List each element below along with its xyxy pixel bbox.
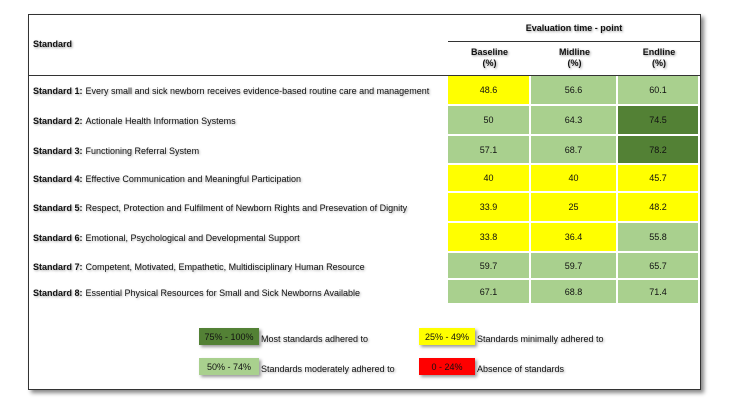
- legend-swatch: 75% - 100%: [199, 328, 259, 345]
- standard-label: Standard 1: Every small and sick newborn …: [33, 76, 429, 106]
- value-cell: 33.8: [448, 223, 531, 253]
- value-cell: 33.9: [448, 193, 531, 223]
- standard-id: Standard 3:: [33, 145, 83, 156]
- value-cell: 45.7: [618, 165, 700, 193]
- value-cell: 68.7: [531, 136, 618, 165]
- standard-text: Competent, Motivated, Empathetic, Multid…: [85, 261, 365, 272]
- value-cell: 67.1: [448, 280, 531, 305]
- evaluation-group-header: Evaluation time - point: [525, 23, 623, 33]
- value-cell: 64.3: [531, 106, 618, 136]
- column-unit: (%): [652, 58, 666, 68]
- standards-table-frame: Standard Evaluation time - point Baselin…: [28, 14, 701, 390]
- standard-text: Respect, Protection and Fulfilment of Ne…: [85, 203, 408, 213]
- value-cell: 55.8: [618, 223, 700, 253]
- legend-label: Absence of standards: [477, 364, 565, 374]
- value-cell: 65.7: [618, 253, 700, 280]
- legend-label: Standards minimally adhered to: [477, 334, 604, 344]
- column-name: Endline: [642, 47, 676, 57]
- standard-id: Standard 5:: [33, 203, 83, 213]
- column-header-midline: Midline (%): [531, 47, 618, 69]
- standard-label: Standard 6: Emotional, Psychological and …: [33, 223, 300, 253]
- standard-text: Functioning Referral System: [85, 145, 200, 156]
- value-cell: 36.4: [531, 223, 618, 253]
- value-cell: 40: [531, 165, 618, 193]
- standard-id: Standard 6:: [33, 233, 83, 243]
- value-cell: 48.6: [448, 76, 531, 106]
- legend-swatch: 25% - 49%: [419, 328, 475, 345]
- legend-swatch: 0 - 24%: [419, 358, 475, 375]
- standard-id: Standard 8:: [33, 287, 83, 298]
- value-cell: 40: [448, 165, 531, 193]
- value-cell: 25: [531, 193, 618, 223]
- value-cell: 78.2: [618, 136, 700, 165]
- header-bottom-border: [29, 75, 700, 76]
- value-cell: 59.7: [448, 253, 531, 280]
- standard-id: Standard 7:: [33, 261, 83, 272]
- standard-label: Standard 2: Actionale Health Information …: [33, 106, 236, 136]
- value-cell: 50: [448, 106, 531, 136]
- standard-label: Standard 4: Effective Communication and M…: [33, 165, 301, 193]
- standard-label: Standard 7: Competent, Motivated, Empathe…: [33, 253, 365, 280]
- legend-swatch: 50% - 74%: [199, 358, 259, 375]
- standard-text: Essential Physical Resources for Small a…: [85, 287, 360, 298]
- value-cell: 57.1: [448, 136, 531, 165]
- header-divider: [448, 41, 700, 42]
- value-cell: 71.4: [618, 280, 700, 305]
- standard-id: Standard 2:: [33, 116, 83, 126]
- legend-label: Standards moderately adhered to: [261, 364, 395, 374]
- standard-label: Standard 5: Respect, Protection and Fulfi…: [33, 193, 407, 223]
- value-cell: 56.6: [531, 76, 618, 106]
- value-cell: 48.2: [618, 193, 700, 223]
- column-unit: (%): [567, 58, 582, 68]
- value-cell: 59.7: [531, 253, 618, 280]
- standard-text: Effective Communication and Meaningful P…: [85, 174, 301, 184]
- standard-column-header: Standard: [33, 39, 73, 49]
- standard-id: Standard 1:: [33, 86, 83, 96]
- standard-text: Emotional, Psychological and Development…: [85, 233, 300, 243]
- standard-id: Standard 4:: [33, 174, 83, 184]
- value-cell: 68.8: [531, 280, 618, 305]
- standard-label: Standard 3: Functioning Referral System: [33, 136, 199, 165]
- column-header-baseline: Baseline (%): [448, 47, 531, 69]
- standard-text: Actionale Health Information Systems: [85, 116, 236, 126]
- column-unit: (%): [482, 58, 497, 68]
- legend-label: Most standards adhered to: [261, 334, 369, 344]
- standard-text: Every small and sick newborn receives ev…: [85, 86, 430, 96]
- column-name: Baseline: [470, 47, 509, 57]
- column-header-endline: Endline (%): [618, 47, 700, 69]
- column-name: Midline: [559, 47, 590, 57]
- standard-label: Standard 8: Essential Physical Resources …: [33, 280, 360, 305]
- value-cell: 74.5: [618, 106, 700, 136]
- value-cell: 60.1: [618, 76, 700, 106]
